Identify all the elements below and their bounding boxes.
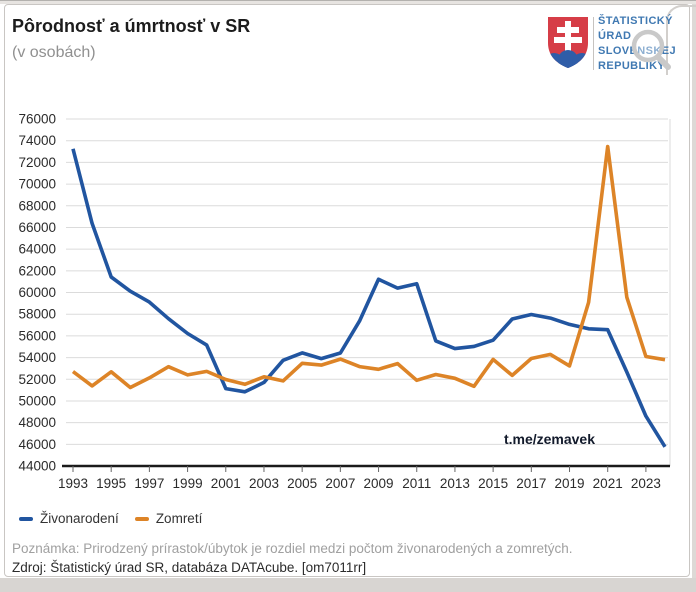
y-axis-label: 66000	[18, 220, 56, 235]
legend-item-zivonarodeni: Živonarodení	[19, 511, 119, 526]
y-axis-label: 46000	[18, 437, 56, 452]
y-axis-label: 74000	[18, 133, 56, 148]
page-title: Pôrodnosť a úmrtnosť v SR	[12, 16, 251, 36]
y-axis-label: 76000	[18, 112, 56, 127]
chart-legend: Živonarodení Zomretí	[19, 511, 202, 526]
y-axis-label: 54000	[18, 350, 56, 365]
x-axis-label: 2007	[325, 476, 355, 491]
bottom-margin-strip	[0, 578, 696, 592]
x-axis-label: 2013	[440, 476, 470, 491]
x-axis-label: 2023	[631, 476, 661, 491]
logo-divider	[593, 17, 594, 70]
x-axis-label: 2011	[402, 476, 431, 491]
chart-note: Poznámka: Prirodzený prírastok/úbytok je…	[12, 541, 573, 556]
x-axis-label: 2019	[554, 476, 584, 491]
y-axis-label: 58000	[18, 307, 56, 322]
y-axis-label: 60000	[18, 285, 56, 300]
chart-card	[4, 4, 690, 577]
y-axis-label: 72000	[18, 155, 56, 170]
right-margin-strip	[692, 4, 696, 578]
logo-line-4: REPUBLIKY	[598, 60, 666, 72]
legend-swatch-orange	[134, 516, 149, 521]
y-axis-label: 56000	[18, 328, 56, 343]
y-axis-label: 70000	[18, 177, 56, 192]
telegram-watermark: t.me/zemavek	[503, 431, 595, 447]
series-line-0	[71, 148, 667, 448]
y-axis-label: 68000	[18, 198, 56, 213]
x-axis-label: 2021	[593, 476, 623, 491]
series-line-1	[71, 144, 666, 390]
magnifier-watermark-icon	[631, 29, 671, 70]
y-axis-label: 64000	[18, 242, 56, 257]
x-axis-label: 2017	[516, 476, 546, 491]
overlay-panel-corner	[666, 5, 696, 75]
top-margin-strip	[0, 1, 696, 4]
y-axis-label: 62000	[18, 263, 56, 278]
legend-swatch-blue	[19, 516, 33, 521]
x-axis-label: 1999	[173, 476, 203, 491]
logo-line-2: ÚRAD	[598, 30, 632, 42]
x-axis-label: 2015	[478, 476, 508, 491]
x-axis-label: 1993	[58, 476, 88, 491]
y-axis-label: 48000	[18, 415, 56, 430]
top-hairline	[0, 0, 696, 1]
legend-label: Živonarodení	[40, 511, 119, 526]
legend-label: Zomretí	[155, 511, 203, 526]
slovak-coat-of-arms-icon	[548, 17, 588, 68]
logo-line-1: ŠTATISTICKÝ	[598, 15, 673, 27]
y-axis-label: 50000	[18, 393, 56, 408]
x-axis-label: 1995	[96, 476, 126, 491]
line-chart: 44000 46000 48000 50000 52000 54000 56000 58000…	[18, 112, 671, 491]
legend-item-zomreti: Zomretí	[134, 511, 203, 526]
x-axis-label: 2005	[287, 476, 317, 491]
y-axis-label: 44000	[18, 459, 56, 474]
y-axis-label: 52000	[18, 372, 56, 387]
chart-source: Zdroj: Štatistický úrad SR, databáza DAT…	[12, 560, 367, 575]
page-subtitle: (v osobách)	[12, 44, 96, 61]
x-axis-label: 2009	[364, 476, 394, 491]
x-axis-label: 2003	[249, 476, 279, 491]
x-axis-label: 2001	[211, 476, 241, 491]
x-axis-label: 1997	[134, 476, 164, 491]
